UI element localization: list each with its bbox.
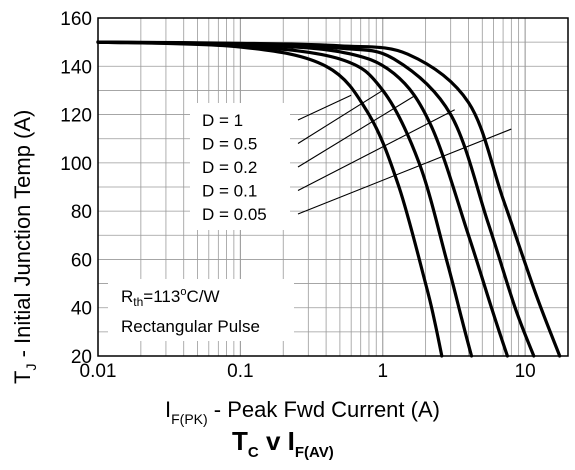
y-tick-label: 60 <box>71 250 92 271</box>
d-label-4: D = 0.1 <box>202 182 257 201</box>
leader-line-5 <box>297 128 512 215</box>
d-labels: D = 1 D = 0.5 D = 0.2 D = 0.1 D = 0.05 <box>202 111 267 224</box>
leader-line-4 <box>297 109 455 191</box>
caption-i-sub: F(AV) <box>295 444 334 461</box>
tick-labels: 20 40 60 80 100 120 140 160 0.01 0.1 1 10 <box>60 9 535 382</box>
x-axis-title-sub: F(PK) <box>171 411 208 427</box>
rth-degree: o <box>180 286 186 298</box>
rth-unit: C/W <box>186 287 219 306</box>
d-label-1: D = 1 <box>202 111 243 130</box>
caption-t-sub: C <box>248 444 259 461</box>
x-axis-title: IF(PK) - Peak Fwd Current (A) <box>165 397 440 427</box>
y-tick-label: 160 <box>60 9 92 30</box>
rth-sub: th <box>133 295 143 309</box>
annotation-box <box>108 279 294 341</box>
y-tick-label: 20 <box>71 347 92 368</box>
x-tick-label: 0.1 <box>227 361 253 382</box>
caption-i: I <box>288 426 295 456</box>
leader-lines <box>297 89 512 215</box>
pulse-annotation: Rectangular Pulse <box>121 317 260 336</box>
rth-annotation: Rth=113oC/W <box>121 286 220 309</box>
x-axis-title-main: I <box>165 397 171 422</box>
leader-line-2 <box>297 89 384 144</box>
grid <box>97 17 569 357</box>
y-tick-label: 100 <box>60 154 92 175</box>
y-axis-title-main: T <box>10 371 35 384</box>
d-label-5: D = 0.05 <box>202 205 267 224</box>
d-label-2: D = 0.5 <box>202 135 257 154</box>
leader-line-3 <box>297 94 416 168</box>
y-axis-title-rest: - Initial Junction Temp (A) <box>10 110 35 364</box>
x-axis-title-rest: - Peak Fwd Current (A) <box>208 397 440 422</box>
y-tick-label: 140 <box>60 57 92 78</box>
curve-series-5 <box>96 40 562 358</box>
caption-t: T <box>232 426 248 456</box>
leader-line-1 <box>297 94 352 121</box>
x-tick-label: 1 <box>377 361 388 382</box>
y-tick-label: 80 <box>71 202 92 223</box>
caption-v: v <box>259 426 288 456</box>
rth-main: R <box>121 287 133 306</box>
plot-frame <box>97 17 569 357</box>
d-label-3: D = 0.2 <box>202 158 257 177</box>
d-label-box <box>190 103 290 230</box>
x-tick-label: 10 <box>515 361 536 382</box>
x-tick-label: 0.01 <box>80 361 117 382</box>
y-tick-label: 120 <box>60 106 92 127</box>
y-axis-title-sub: J <box>23 364 39 371</box>
chart-caption: TC v IF(AV) <box>232 426 334 461</box>
rth-value: =113 <box>143 287 180 306</box>
y-axis-title: TJ - Initial Junction Temp (A) <box>10 110 39 384</box>
y-tick-label: 40 <box>71 299 92 320</box>
